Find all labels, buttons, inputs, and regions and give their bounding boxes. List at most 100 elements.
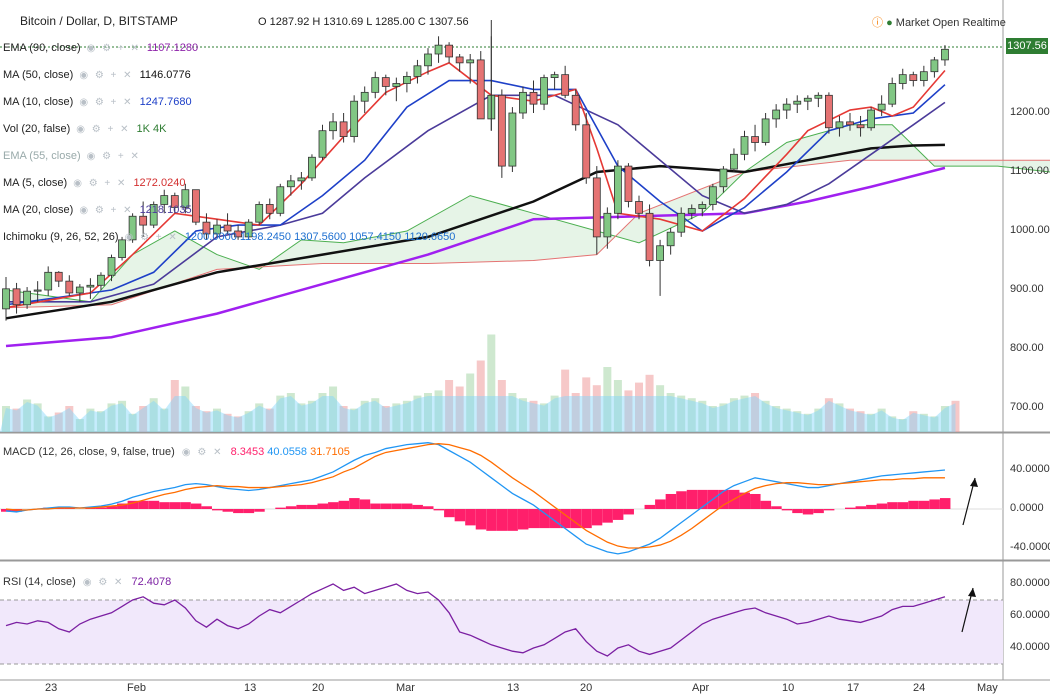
candle-body: [941, 48, 949, 61]
legend-settings-icon[interactable]: ◉ ⚙ + ✕: [86, 151, 141, 162]
legend-settings-icon[interactable]: ◉ ⚙ + ✕: [79, 205, 134, 216]
warning-icon[interactable]: ⓘ: [872, 17, 883, 29]
legend-value: 1200.0000 1198.2450 1307.5600 1057.4150 …: [184, 231, 456, 243]
legend-settings-icon[interactable]: ◉ ⚙ + ✕: [124, 232, 179, 243]
macd-histogram-bar: [370, 503, 381, 509]
candle: [677, 207, 686, 237]
candle: [265, 198, 274, 220]
volume-bar: [877, 408, 886, 432]
volume-bar: [930, 416, 939, 432]
macd-histogram-bar: [612, 509, 624, 520]
legend-settings-icon[interactable]: ◉ ⚙ + ✕: [76, 124, 131, 135]
rsi-arrowhead: [968, 588, 976, 597]
symbol-title[interactable]: Bitcoin / Dollar, D, BITSTAMP: [20, 14, 178, 28]
candle: [930, 56, 939, 78]
macd-histogram-bar: [423, 506, 434, 509]
candle-body: [381, 77, 390, 87]
volume-bar: [803, 413, 812, 432]
legend-value: 1218.1035: [139, 204, 192, 216]
macd-value-signal: 31.7105: [310, 446, 350, 458]
candle-body: [719, 168, 728, 188]
volume-bar: [782, 408, 791, 432]
candle: [877, 95, 886, 116]
volume-bar: [561, 369, 570, 432]
macd-histogram-bar: [760, 500, 772, 509]
candle-body: [508, 112, 517, 167]
candle-body: [529, 91, 538, 105]
rsi-line: [5, 583, 946, 657]
volume-bar: [898, 419, 907, 432]
macd-histogram-bar: [855, 506, 867, 509]
legend-row[interactable]: MA (5, close) ◉ ⚙ + ✕ 1272.0240: [3, 175, 191, 191]
candle-body: [33, 289, 42, 292]
legend-settings-icon[interactable]: ◉ ⚙ + ✕: [73, 178, 128, 189]
macd-legend-name[interactable]: MACD (12, 26, close, 9, false, true): [3, 446, 175, 458]
volume-bar: [445, 380, 454, 432]
legend-row[interactable]: MA (20, close) ◉ ⚙ + ✕ 1218.1035: [3, 202, 198, 218]
candle-body: [825, 94, 833, 129]
legend-row[interactable]: MA (10, close) ◉ ⚙ + ✕ 1247.7680: [3, 94, 198, 110]
candle: [455, 54, 464, 72]
time-tick-label: 13: [244, 682, 257, 694]
volume-bar: [413, 395, 422, 432]
legend-settings-icon[interactable]: ◉ ⚙ + ✕: [86, 43, 141, 54]
candle-body: [2, 288, 10, 310]
time-tick-label: Feb: [127, 682, 146, 694]
volume-bar: [613, 380, 622, 432]
candle-body: [698, 204, 707, 209]
candle-body: [888, 83, 897, 105]
candle-body: [455, 56, 464, 64]
price-tick-label: 1000.00: [1010, 224, 1050, 236]
macd-histogram-bar: [180, 502, 191, 509]
candle: [86, 278, 95, 299]
rsi-band: [0, 600, 1003, 664]
volume-bar: [107, 403, 116, 432]
macd-legend: MACD (12, 26, close, 9, false, true) ◉ ⚙…: [3, 446, 350, 458]
macd-histogram-bar: [697, 489, 708, 509]
legend-settings-icon[interactable]: ◉ ⚙ + ✕: [79, 70, 134, 81]
volume-bar: [793, 411, 802, 432]
legend-settings-icon[interactable]: ◉ ⚙ + ✕: [79, 97, 134, 108]
candle: [308, 154, 316, 181]
legend-row[interactable]: EMA (90, close) ◉ ⚙ + ✕ 1107.1280: [3, 40, 204, 56]
legend-row[interactable]: MA (50, close) ◉ ⚙ + ✕ 1146.0776: [3, 67, 197, 83]
price-tick-label: 1200.00: [1010, 106, 1050, 118]
volume-bar: [160, 408, 169, 432]
macd-histogram-bar: [665, 493, 677, 509]
candle-body: [255, 204, 264, 223]
candle: [856, 115, 865, 137]
macd-histogram-bar: [106, 506, 117, 509]
market-status: ⓘ ● Market Open Realtime: [872, 14, 1006, 30]
macd-settings-icon[interactable]: ◉ ⚙ ✕: [181, 447, 224, 458]
candle: [107, 254, 116, 282]
volume-bar: [307, 400, 316, 432]
candle-body: [86, 284, 95, 288]
candle: [381, 74, 390, 96]
candle-body: [751, 136, 759, 143]
candle-body: [413, 65, 422, 77]
rsi-settings-icon[interactable]: ◉ ⚙ ✕: [82, 577, 125, 588]
legend-row[interactable]: Ichimoku (9, 26, 52, 26) ◉ ⚙ + ✕ 1200.0000…: [3, 229, 461, 245]
time-tick-label: 24: [913, 682, 926, 694]
ohlc-readout: O 1287.92 H 1310.69 L 1285.00 C 1307.56: [258, 16, 469, 28]
macd-histogram-bar: [918, 500, 930, 509]
candle: [624, 163, 633, 208]
rsi-legend-name[interactable]: RSI (14, close): [3, 576, 76, 588]
legend-row[interactable]: EMA (55, close) ◉ ⚙ + ✕: [3, 148, 153, 164]
candle: [782, 98, 791, 119]
candle-body: [318, 130, 327, 158]
volume-bar: [624, 390, 633, 432]
macd-histogram-bar: [897, 502, 909, 509]
macd-histogram-bar: [212, 509, 223, 511]
legend-row[interactable]: Vol (20, false) ◉ ⚙ + ✕ 1K 4K: [3, 121, 172, 137]
candle-body: [392, 83, 401, 87]
candle-body: [297, 177, 306, 182]
rsi-legend: RSI (14, close) ◉ ⚙ ✕ 72.4078: [3, 576, 171, 588]
market-status-label: Market Open: [895, 17, 960, 29]
volume-bar: [170, 380, 179, 432]
candle: [793, 95, 802, 113]
candle: [909, 71, 918, 87]
macd-histogram-bar: [401, 503, 413, 509]
macd-arrowhead: [970, 478, 978, 487]
candle: [2, 277, 10, 321]
